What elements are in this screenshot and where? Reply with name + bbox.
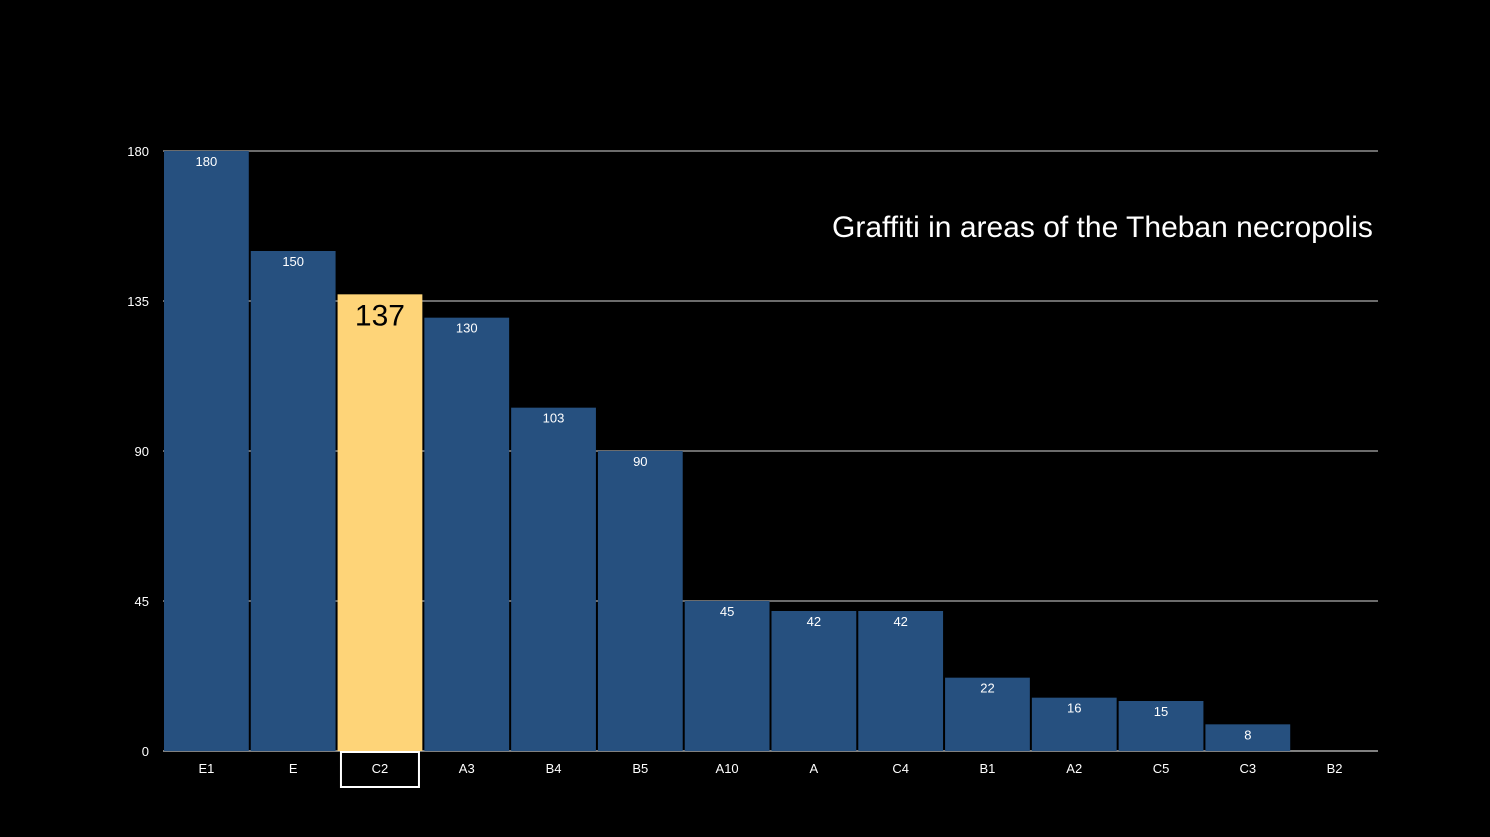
bar-value-label: 137 <box>355 299 405 332</box>
bar <box>597 451 683 751</box>
bar <box>771 611 857 751</box>
x-tick-label: B4 <box>546 761 562 776</box>
bar <box>511 407 596 751</box>
bar-value-label: 150 <box>282 254 304 269</box>
x-tick-label: E1 <box>198 761 214 776</box>
y-tick-label: 45 <box>135 594 149 609</box>
x-tick-label: A3 <box>459 761 475 776</box>
bar-value-label: 45 <box>720 604 734 619</box>
bar <box>250 251 336 751</box>
bar-value-label: 103 <box>543 411 565 426</box>
y-tick-label: 180 <box>127 144 149 159</box>
x-tick-label: C5 <box>1153 761 1170 776</box>
x-tick-label: C4 <box>892 761 909 776</box>
bar <box>164 151 249 751</box>
y-tick-label: 0 <box>142 744 149 759</box>
bar-value-label: 22 <box>980 681 994 696</box>
y-tick-label: 135 <box>127 294 149 309</box>
highlighted-bar <box>337 294 423 751</box>
bar <box>424 317 510 751</box>
highlight-category-box <box>339 751 420 788</box>
y-tick-label: 90 <box>135 444 149 459</box>
x-tick-label: B5 <box>632 761 648 776</box>
x-tick-label: A10 <box>716 761 739 776</box>
bar <box>684 601 770 751</box>
bar <box>945 677 1030 751</box>
x-tick-label: A2 <box>1066 761 1082 776</box>
bar-value-label: 130 <box>456 321 478 336</box>
bar <box>858 611 944 751</box>
x-tick-label: B2 <box>1327 761 1343 776</box>
x-tick-label: C3 <box>1240 761 1257 776</box>
bar-value-label: 16 <box>1067 701 1081 716</box>
bar <box>1118 701 1204 751</box>
chart-title: Graffiti in areas of the Theban necropol… <box>832 211 1373 244</box>
bar-value-label: 42 <box>807 614 821 629</box>
bar <box>1031 697 1117 751</box>
bar-value-label: 15 <box>1154 704 1168 719</box>
x-tick-label: A <box>810 761 819 776</box>
bar-value-label: 42 <box>893 614 907 629</box>
bar-value-label: 180 <box>196 154 218 169</box>
x-tick-label: B1 <box>980 761 996 776</box>
bar-value-label: 8 <box>1244 727 1251 742</box>
x-tick-label: E <box>289 761 298 776</box>
bar-value-label: 90 <box>633 454 647 469</box>
x-tick-label: C2 <box>372 761 389 776</box>
bar <box>1205 724 1291 751</box>
